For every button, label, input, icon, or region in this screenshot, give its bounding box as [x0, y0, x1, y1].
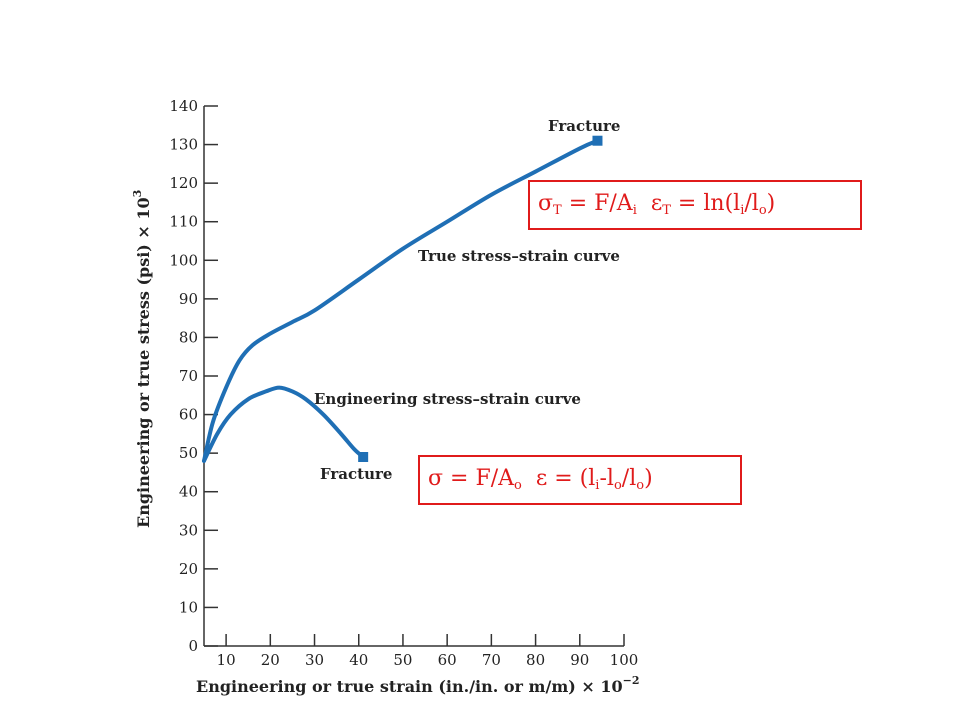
y-tick-label: 140	[169, 97, 198, 115]
engineering-stress-formula-box: σ = F/Ao ε = (li-lo/lo)	[418, 455, 742, 505]
fracture-label-true: Fracture	[548, 117, 620, 135]
x-tick-label: 10	[217, 651, 236, 669]
y-tick-label: 120	[169, 174, 198, 192]
epsilon-symbol: ε	[650, 191, 663, 216]
y-axis-title-text: Engineering or true stress (psi) × 10	[134, 197, 153, 528]
y-tick-label: 130	[169, 136, 198, 154]
x-axis-exponent: −2	[623, 674, 640, 687]
x-tick-label: 90	[570, 651, 589, 669]
y-tick-label: 80	[179, 328, 198, 346]
y-tick-label: 100	[169, 251, 198, 269]
x-tick-label: 40	[349, 651, 368, 669]
y-tick-label: 90	[179, 290, 198, 308]
y-axis-exponent: 3	[131, 190, 144, 198]
series-group	[202, 135, 603, 463]
x-axis-title: Engineering or true strain (in./in. or m…	[196, 674, 640, 696]
y-tick-label: 40	[179, 483, 198, 501]
y-axis-title: Engineering or true stress (psi) × 103	[131, 190, 153, 528]
engineering-curve-label: Engineering stress–strain curve	[314, 390, 581, 408]
y-tick-label: 30	[179, 521, 198, 539]
x-tick-label: 70	[482, 651, 501, 669]
sigma-symbol: σ	[538, 191, 554, 216]
x-tick-label: 20	[261, 651, 280, 669]
y-tick-label: 70	[179, 367, 198, 385]
x-tick-label: 100	[610, 651, 639, 669]
fracture-point-engineering	[358, 452, 369, 462]
fracture-point-true	[592, 135, 603, 146]
y-tick-label: 60	[179, 406, 198, 424]
x-tick-label: 50	[393, 651, 412, 669]
x-axis-title-text: Engineering or true strain (in./in. or m…	[196, 677, 623, 696]
y-tick-label: 10	[179, 598, 198, 616]
fracture-label-engineering: Fracture	[320, 465, 392, 483]
true-stress-formula-box: σT = F/Ai εT = ln(li/lo)	[528, 180, 862, 230]
y-tick-label: 50	[179, 444, 198, 462]
y-tick-label: 110	[169, 213, 198, 231]
true-curve-line	[202, 138, 600, 463]
true-curve-label: True stress–strain curve	[418, 247, 620, 265]
x-tick-label: 30	[305, 651, 324, 669]
sigma-symbol: σ	[428, 466, 444, 491]
y-ticks: 0 10 20 30 40 50 60 70 80 90 100 110 120 130 140	[169, 97, 218, 655]
y-tick-label: 0	[188, 637, 198, 655]
epsilon-symbol: ε	[535, 466, 548, 491]
x-tick-label: 60	[438, 651, 457, 669]
engineering-curve-line	[202, 385, 366, 463]
x-tick-label: 80	[526, 651, 545, 669]
x-ticks: 10 20 30 40 50 60 70 80 90 100	[217, 634, 639, 669]
y-tick-label: 20	[179, 560, 198, 578]
